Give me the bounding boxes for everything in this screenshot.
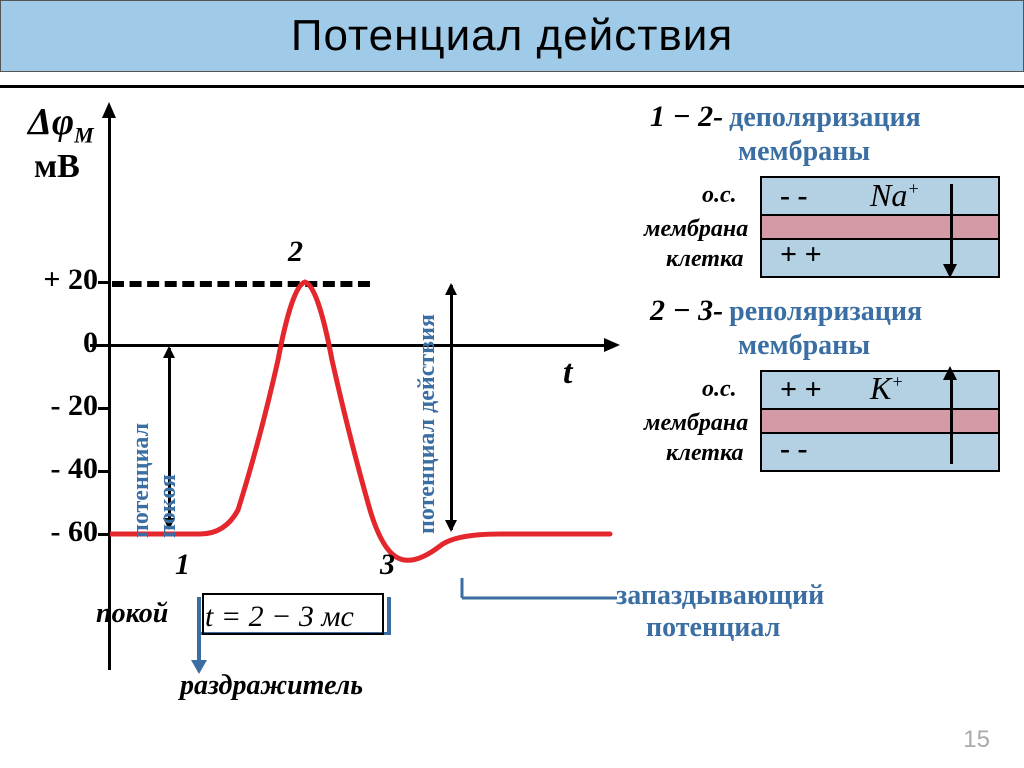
stim-bracket-right (387, 597, 391, 635)
action-potential-label: потенциал действия (414, 272, 441, 534)
action-potential-arrow (450, 285, 453, 530)
page-title: Потенциал действия (291, 11, 733, 61)
rest-label: покой (96, 598, 168, 630)
page-number: 15 (963, 726, 990, 754)
delay-pointer (452, 578, 622, 628)
side-panel: 1 − 2- деполяризациямембраныо.с.мембрана… (650, 100, 1015, 488)
stim-arrow-stem (197, 598, 201, 670)
stimulus-label: раздражитель (180, 670, 363, 702)
y-axis-label: ΔφM (28, 100, 94, 149)
y-axis-unit: мВ (34, 148, 80, 186)
title-bar: Потенциал действия (0, 0, 1024, 72)
time-box-label: t = 2 − 3 мс (205, 600, 354, 634)
delay-label: запаздывающий потенциал (616, 580, 824, 644)
divider (0, 85, 1024, 88)
resting-potential-label: потенциал покоя (128, 358, 182, 538)
